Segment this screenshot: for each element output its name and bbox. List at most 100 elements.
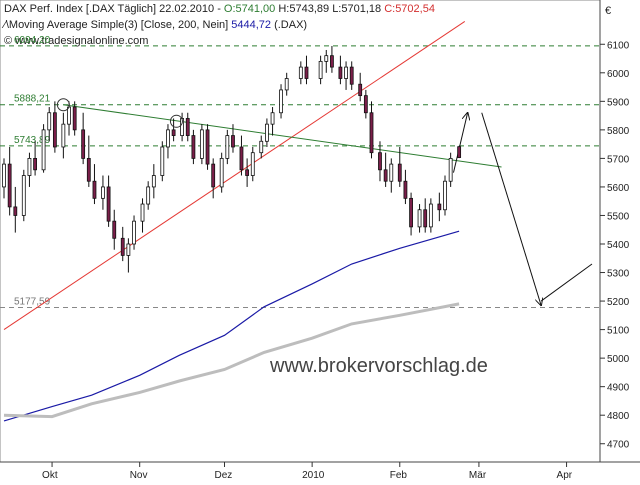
y-tick-label: 5600 <box>607 183 630 194</box>
x-tick-label: Feb <box>390 470 408 480</box>
candle-body <box>369 112 374 154</box>
candle-body <box>67 106 71 125</box>
candle-body <box>140 203 145 222</box>
header-instrument: DAX Perf. Index [.DAX Täglich] 22.02.201… <box>4 3 224 15</box>
candle-body <box>72 106 77 131</box>
trend-line <box>63 104 502 168</box>
trend-line <box>3 21 466 331</box>
header-ma-value: 5444,72 <box>231 19 271 31</box>
candle-body <box>101 186 105 199</box>
candle-body <box>81 129 86 159</box>
candle-body <box>126 243 131 256</box>
pivot-circles <box>56 98 183 128</box>
y-tick-label: 5200 <box>607 297 630 308</box>
candle-body <box>231 135 235 148</box>
y-tick-label: 5500 <box>607 211 630 222</box>
y-tick-label: 5800 <box>607 126 630 137</box>
candle-body <box>2 163 6 188</box>
candle-body <box>437 203 442 211</box>
candle-body <box>211 163 216 188</box>
candle-body <box>279 89 283 114</box>
candle-body <box>428 203 433 228</box>
y-tick-label: 6000 <box>607 69 630 80</box>
candle-body <box>191 135 196 159</box>
candle-body <box>349 66 354 85</box>
candle-body <box>378 152 382 171</box>
copyright: © www.tradesignalonline.com <box>4 35 148 47</box>
y-tick-label: 4700 <box>607 440 630 451</box>
header-open: O:5741,00 <box>224 3 275 15</box>
candle-body <box>92 180 97 199</box>
candle-body <box>389 163 394 182</box>
candle-body <box>330 55 334 68</box>
candle-body <box>304 66 309 79</box>
level-label: 5888,21 <box>14 94 51 105</box>
forecast-arrow <box>452 113 467 173</box>
candle-body <box>443 180 447 211</box>
candle-body <box>403 180 408 199</box>
candle-body <box>199 129 204 159</box>
candle-body <box>146 186 151 205</box>
x-tick-label: Apr <box>557 470 573 480</box>
candle-body <box>86 157 91 182</box>
y-tick-label: 5400 <box>607 240 630 251</box>
forecast-arrow <box>481 112 541 306</box>
candle-body <box>205 129 210 165</box>
candles <box>2 45 462 273</box>
candle-body <box>409 197 413 228</box>
candle-body <box>250 152 255 176</box>
candle-body <box>298 66 303 79</box>
y-tick-label: 5700 <box>607 154 630 165</box>
header-line-2: ∕\Moving Average Simple(3) [Close, 200, … <box>1 19 307 31</box>
candle-body <box>448 157 453 182</box>
y-tick-label: 5300 <box>607 269 630 280</box>
candle-body <box>397 163 402 182</box>
candle-body <box>457 146 462 158</box>
x-axis: Okt Nov Dez 2010 Feb Mär Apr <box>42 462 573 481</box>
level-label: 6094,20 <box>14 35 51 46</box>
candle-body <box>284 78 289 91</box>
y-axis: 6100 6000 5900 5800 5700 5600 5500 5400 5300 5200… <box>600 40 630 451</box>
x-tick-label: 2010 <box>302 470 325 480</box>
candle-body <box>33 157 37 171</box>
x-tick-label: Dez <box>215 470 233 480</box>
candle-body <box>363 95 368 114</box>
level-lines: 6094,20 5888,21 5743,89 5177,59 <box>0 35 600 308</box>
candle-body <box>61 123 66 148</box>
candle-body <box>171 129 176 136</box>
candle-body <box>265 123 269 142</box>
x-tick-label: Mär <box>469 470 487 480</box>
candle-body <box>239 146 244 171</box>
series-line <box>3 230 460 422</box>
y-tick-label: 5000 <box>607 354 630 365</box>
candle-body <box>423 209 428 228</box>
candle-body <box>106 186 111 222</box>
y-tick-label: 4900 <box>607 383 630 394</box>
header-line-1: DAX Perf. Index [.DAX Täglich] 22.02.201… <box>4 3 435 15</box>
candle-body <box>166 129 170 148</box>
ma-icon: ∕\ <box>1 19 10 31</box>
candle-body <box>160 146 165 176</box>
candle-body <box>219 157 224 188</box>
candle-body <box>417 209 422 228</box>
candle-body <box>7 163 12 208</box>
x-tick-label: Nov <box>130 470 148 480</box>
candle-body <box>112 220 117 239</box>
header-close: C:5702,54 <box>384 3 435 15</box>
watermark: www.brokervorschlag.de <box>269 355 488 377</box>
candle-body <box>27 157 32 176</box>
candle-body <box>21 175 26 216</box>
header-ma: Moving Average Simple(3) [Close, 200, Ne… <box>9 19 231 31</box>
candle-body <box>338 66 343 79</box>
candle-body <box>344 66 348 79</box>
header-ma-tail: (.DAX) <box>271 19 307 31</box>
header-high: H:5743,89 <box>278 3 329 15</box>
y-tick-label: 5900 <box>607 97 630 108</box>
candle-body <box>41 129 46 171</box>
trend-drawings <box>3 21 593 331</box>
x-tick-label: Okt <box>42 470 58 480</box>
candle-body <box>383 169 388 182</box>
candle-body <box>151 175 156 188</box>
